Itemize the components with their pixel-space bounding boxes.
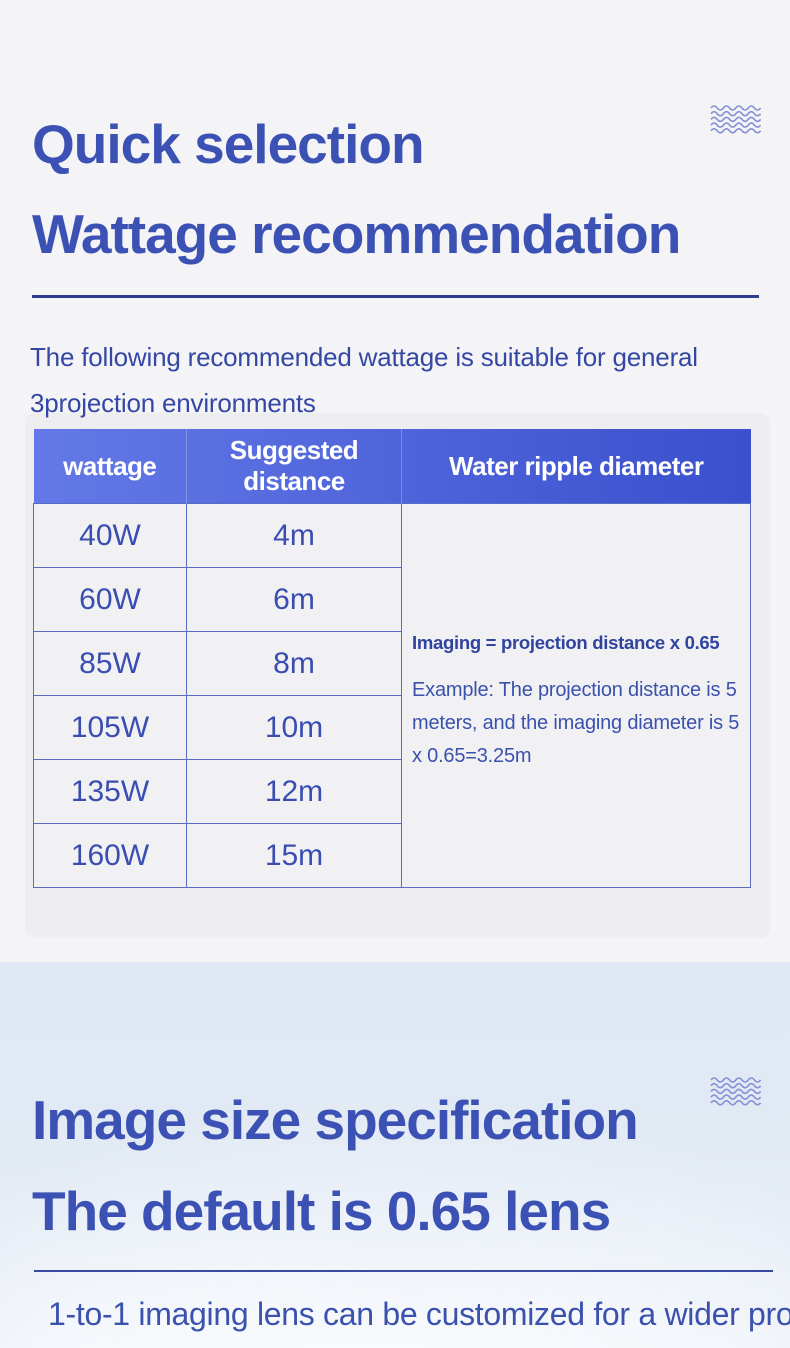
wattage-cell: 160W	[33, 823, 187, 888]
wattage-cell: 40W	[33, 503, 187, 568]
imaging-note-cell: Imaging = projection distance x 0.65 Exa…	[401, 503, 751, 888]
wattage-cell: 135W	[33, 759, 187, 824]
table-header-row: wattage Suggested distance Water ripple …	[33, 429, 751, 504]
imaging-formula: Imaging = projection distance x 0.65	[412, 632, 720, 653]
section2-title-line2: The default is 0.65 lens	[32, 1180, 611, 1242]
page-title-line2: Wattage recommendation	[32, 203, 681, 265]
wattage-cell: 105W	[33, 695, 187, 760]
col-header-distance: Suggested distance	[186, 429, 402, 504]
section2-divider	[34, 1270, 773, 1272]
wattage-table: wattage Suggested distance Water ripple …	[33, 429, 751, 888]
waves-icon	[710, 1077, 762, 1106]
table-row: 160W 15m	[33, 823, 751, 888]
intro-line1: The following recommended wattage is sui…	[30, 342, 698, 372]
wattage-cell: 85W	[33, 631, 187, 696]
table-row: 60W 6m	[33, 567, 751, 632]
page-title-line1: Quick selection	[32, 113, 425, 175]
intro-line2: 3projection environments	[30, 388, 316, 418]
table-row: 40W 4m Imaging = projection distance x 0…	[33, 503, 751, 888]
wattage-cell: 60W	[33, 567, 187, 632]
section1-divider	[32, 295, 759, 298]
col-header-diameter: Water ripple diameter	[401, 429, 751, 504]
distance-cell: 15m	[186, 823, 402, 888]
distance-cell: 8m	[186, 631, 402, 696]
distance-cell: 4m	[186, 503, 402, 568]
distance-cell: 10m	[186, 695, 402, 760]
lens-customization-text: 1-to-1 imaging lens can be customized fo…	[48, 1296, 790, 1332]
table-row: 105W 10m	[33, 695, 751, 760]
image-size-section	[0, 962, 790, 1348]
col-header-wattage: wattage	[63, 450, 157, 481]
intro-text: The following recommended wattage is sui…	[30, 334, 698, 426]
waves-icon	[710, 105, 762, 134]
table-row: 135W 12m	[33, 759, 751, 824]
section2-title-line1: Image size specification	[32, 1089, 639, 1151]
distance-cell: 12m	[186, 759, 402, 824]
imaging-example: Example: The projection distance is 5 me…	[412, 679, 740, 767]
distance-cell: 6m	[186, 567, 402, 632]
